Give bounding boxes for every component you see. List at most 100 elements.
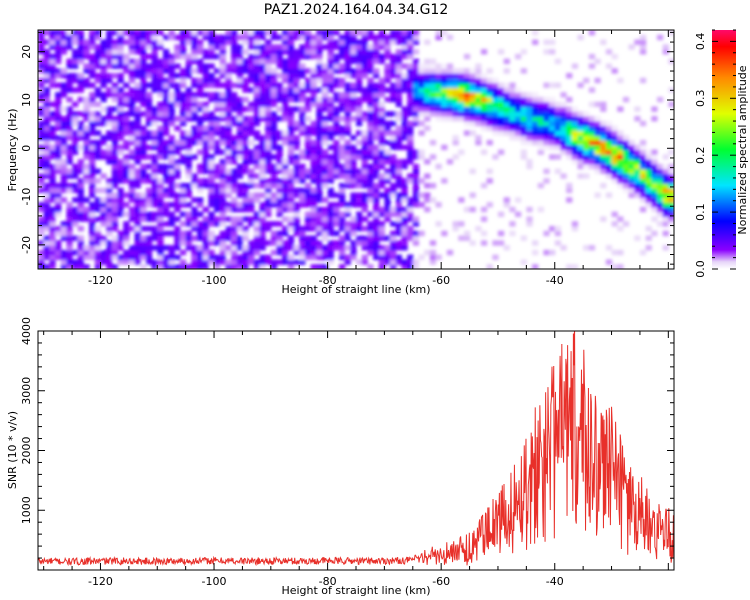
heatmap-cell	[668, 221, 674, 227]
heatmap-cell	[265, 135, 272, 141]
heatmap-cell	[509, 111, 516, 117]
heatmap-cell	[72, 34, 79, 41]
heatmap-cell	[66, 249, 73, 256]
heatmap-cell	[214, 68, 221, 74]
heatmap-cell	[77, 163, 85, 170]
heatmap-cell	[43, 202, 50, 208]
heatmap-cell	[316, 34, 323, 41]
heatmap-cell	[140, 87, 147, 93]
heatmap-cell	[49, 216, 56, 222]
heatmap-cell	[38, 230, 45, 237]
heatmap-cell	[174, 49, 181, 55]
heatmap-cell	[594, 130, 601, 136]
heatmap-cell	[321, 197, 329, 203]
heatmap-cell	[106, 264, 113, 269]
heatmap-cell	[287, 182, 295, 189]
heatmap-cell	[452, 225, 459, 232]
heatmap-cell	[77, 197, 85, 203]
heatmap-cell	[174, 202, 181, 208]
heatmap-cell	[321, 68, 329, 74]
heatmap-cell	[617, 130, 624, 136]
heatmap-cell	[282, 96, 289, 103]
heatmap-cell	[208, 163, 215, 170]
heatmap-cell	[356, 130, 363, 136]
heatmap-cell	[418, 73, 425, 79]
heatmap-cell	[100, 116, 107, 122]
heatmap-cell	[236, 216, 244, 222]
heatmap-cell	[236, 120, 244, 127]
heatmap-cell	[560, 111, 567, 117]
heatmap-cell	[327, 101, 334, 108]
heatmap-cell	[577, 116, 584, 122]
heatmap-cell	[299, 96, 306, 103]
heatmap-cell	[651, 197, 658, 203]
heatmap-cell	[310, 144, 317, 151]
heatmap-cell	[106, 245, 113, 251]
heatmap-cell	[321, 73, 329, 79]
heatmap-cell	[214, 53, 221, 60]
heatmap-cell	[145, 34, 153, 41]
heatmap-cell	[441, 230, 448, 237]
heatmap-cell	[645, 245, 652, 251]
heatmap-cell	[384, 168, 391, 174]
heatmap-cell	[225, 249, 232, 256]
heatmap-cell	[373, 230, 380, 237]
heatmap-cell	[333, 77, 340, 84]
heatmap-cell	[304, 68, 312, 74]
heatmap-cell	[645, 202, 652, 208]
heatmap-cell	[145, 192, 153, 198]
heatmap-cell	[537, 125, 544, 131]
heatmap-cell	[611, 144, 618, 151]
heatmap-cell	[384, 254, 391, 261]
heatmap-cell	[395, 116, 403, 122]
heatmap-cell	[435, 92, 442, 98]
heatmap-cell	[333, 96, 340, 103]
heatmap-cell	[72, 235, 79, 241]
heatmap-cell	[475, 116, 482, 122]
heatmap-cell	[49, 235, 56, 241]
heatmap-cell	[55, 44, 62, 50]
heatmap-cell	[248, 197, 255, 203]
heatmap-cell	[157, 58, 164, 65]
heatmap-cell	[407, 254, 414, 261]
heatmap-cell	[197, 259, 204, 265]
heatmap-cell	[566, 197, 573, 203]
heatmap-cell	[157, 221, 164, 227]
heatmap-cell	[287, 58, 295, 65]
heatmap-cell	[634, 163, 641, 170]
heatmap-cell	[356, 101, 363, 108]
heatmap-cell	[253, 120, 261, 127]
heatmap-cell	[197, 63, 204, 69]
heatmap-cell	[333, 44, 340, 50]
heatmap-cell	[123, 235, 130, 241]
heatmap-cell	[344, 211, 351, 218]
heatmap-cell	[151, 202, 158, 208]
heatmap-cell	[168, 159, 175, 165]
heatmap-cell	[60, 87, 67, 93]
heatmap-cell	[134, 125, 141, 131]
heatmap-cell	[384, 154, 391, 160]
heatmap-cell	[617, 249, 624, 256]
heatmap-cell	[571, 159, 579, 165]
heatmap-cell	[367, 58, 374, 65]
heatmap-cell	[401, 34, 408, 41]
heatmap-cell	[350, 96, 357, 103]
heatmap-cell	[197, 264, 204, 269]
heatmap-cell	[100, 63, 107, 69]
heatmap-cell	[236, 101, 244, 108]
heatmap-cell	[72, 139, 79, 146]
heatmap-cell	[401, 63, 408, 69]
heatmap-cell	[367, 111, 374, 117]
heatmap-cell	[89, 230, 96, 237]
heatmap-cell	[49, 130, 56, 136]
heatmap-cell	[407, 135, 414, 141]
heatmap-cell	[549, 125, 556, 131]
heatmap-cell	[299, 230, 306, 237]
heatmap-cell	[299, 63, 306, 69]
heatmap-cell	[304, 44, 312, 50]
heatmap-cell	[554, 240, 562, 246]
heatmap-cell	[293, 192, 300, 198]
heatmap-cell	[242, 197, 249, 203]
heatmap-cell	[475, 68, 482, 74]
heatmap-cell	[106, 202, 113, 208]
